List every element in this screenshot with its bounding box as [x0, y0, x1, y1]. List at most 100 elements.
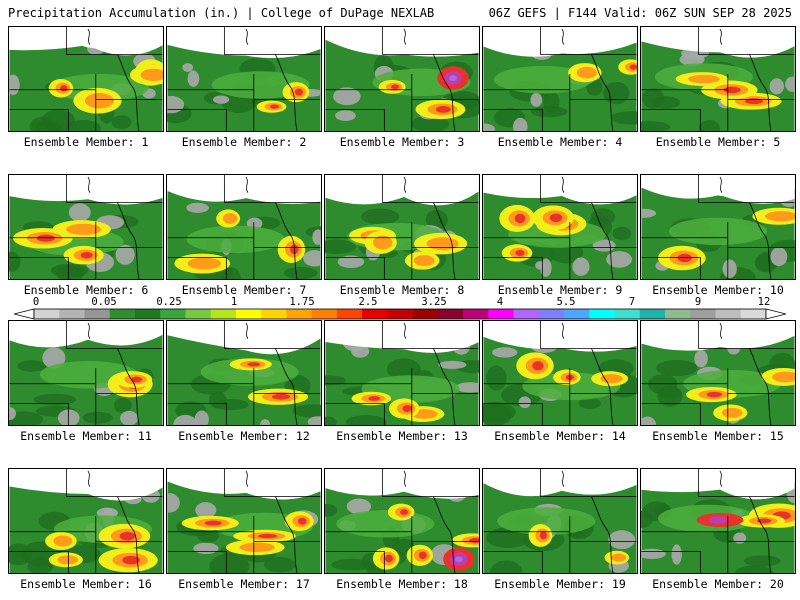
ensemble-member-panel: Ensemble Member: 5: [640, 26, 796, 149]
colorbar-scale: [14, 308, 786, 320]
ensemble-member-label: Ensemble Member: 10: [652, 283, 784, 297]
model-run-info: 06Z GEFS | F144 Valid: 06Z SUN SEP 28 20…: [488, 6, 792, 20]
precipitation-map: [324, 174, 480, 280]
colorbar-tick-label: 2.5: [358, 296, 378, 308]
precipitation-map: [166, 174, 322, 280]
colorbar-tick-label: 1: [230, 296, 238, 308]
colorbar-swatch: [690, 309, 717, 319]
ensemble-member-label: Ensemble Member: 2: [181, 135, 307, 149]
ensemble-member-panel: Ensemble Member: 2: [166, 26, 322, 149]
colorbar-swatch: [59, 309, 85, 319]
colorbar-swatch: [437, 309, 464, 319]
ensemble-member-label: Ensemble Member: 14: [494, 429, 626, 443]
precipitation-map: [482, 174, 638, 280]
precipitation-map: [640, 26, 796, 132]
ensemble-member-panel: Ensemble Member: 12: [166, 320, 322, 443]
colorbar-tick-label: 9: [694, 296, 702, 308]
colorbar-swatch: [109, 309, 136, 319]
colorbar-swatch: [589, 309, 616, 319]
ensemble-member-label: Ensemble Member: 15: [652, 429, 784, 443]
colorbar-swatch: [362, 309, 388, 319]
precipitation-map: [166, 320, 322, 426]
colorbar-swatch: [639, 309, 666, 319]
precipitation-map: [166, 26, 322, 132]
ensemble-member-panel: Ensemble Member: 19: [482, 468, 638, 591]
ensemble-member-panel: Ensemble Member: 10: [640, 174, 796, 297]
ensemble-member-label: Ensemble Member: 19: [494, 577, 626, 591]
ensemble-member-label: Ensemble Member: 9: [497, 283, 623, 297]
colorbar-swatch: [235, 309, 262, 319]
colorbar-swatch: [84, 309, 111, 319]
ensemble-member-panel: Ensemble Member: 20: [640, 468, 796, 591]
colorbar-swatch: [614, 309, 641, 319]
precipitation-map: [640, 174, 796, 280]
ensemble-member-label: Ensemble Member: 17: [178, 577, 310, 591]
precipitation-map: [640, 468, 796, 574]
colorbar-swatch: [286, 309, 313, 319]
colorbar-swatch: [538, 309, 565, 319]
colorbar-swatch: [740, 309, 767, 319]
colorbar-swatch: [463, 309, 489, 319]
colorbar-swatch: [412, 309, 439, 319]
colorbar-tick-label: 5.5: [556, 296, 576, 308]
precipitation-map: [324, 320, 480, 426]
colorbar-swatch: [513, 309, 540, 319]
precipitation-map: [166, 468, 322, 574]
ensemble-member-label: Ensemble Member: 16: [20, 577, 152, 591]
ensemble-member-label: Ensemble Member: 13: [336, 429, 468, 443]
colorbar-swatch: [564, 309, 590, 319]
precipitation-map: [640, 320, 796, 426]
precipitation-map: [482, 26, 638, 132]
precipitation-map: [8, 174, 164, 280]
precipitation-map: [8, 26, 164, 132]
colorbar-tick-label: 1.75: [289, 296, 315, 308]
colorbar-swatch: [387, 309, 414, 319]
colorbar-swatch: [134, 309, 161, 319]
precipitation-map: [482, 468, 638, 574]
colorbar-right-arrow: [765, 308, 786, 320]
ensemble-member-panel: Ensemble Member: 9: [482, 174, 638, 297]
precipitation-colorbar: 0 0.05 0.25 1 1.75 2.5 3.25 4 5.5 7 9 12: [14, 296, 786, 320]
precipitation-map: [482, 320, 638, 426]
ensemble-member-panel: Ensemble Member: 8: [324, 174, 480, 297]
ensemble-member-label: Ensemble Member: 8: [339, 283, 465, 297]
colorbar-left-arrow: [14, 308, 35, 320]
ensemble-member-panel: Ensemble Member: 18: [324, 468, 480, 591]
ensemble-member-label: Ensemble Member: 4: [497, 135, 623, 149]
ensemble-member-label: Ensemble Member: 11: [20, 429, 152, 443]
ensemble-member-panel: Ensemble Member: 13: [324, 320, 480, 443]
colorbar-tick-label: 7: [628, 296, 636, 308]
colorbar-swatch: [185, 309, 212, 319]
colorbar-swatch: [665, 309, 691, 319]
ensemble-member-label: Ensemble Member: 3: [339, 135, 465, 149]
colorbar-swatch: [715, 309, 742, 319]
ensemble-member-panel: Ensemble Member: 15: [640, 320, 796, 443]
precipitation-map: [324, 26, 480, 132]
colorbar-tick-label: 4: [496, 296, 504, 308]
colorbar-swatch: [34, 309, 60, 319]
colorbar-tick-label: 0: [32, 296, 40, 308]
map-title: Precipitation Accumulation (in.) | Colle…: [8, 6, 435, 20]
precipitation-map: [8, 320, 164, 426]
colorbar-swatch: [261, 309, 287, 319]
ensemble-member-label: Ensemble Member: 20: [652, 577, 784, 591]
ensemble-member-panel: Ensemble Member: 3: [324, 26, 480, 149]
ensemble-member-panel: Ensemble Member: 1: [8, 26, 164, 149]
precipitation-map: [324, 468, 480, 574]
precipitation-map: [8, 468, 164, 574]
ensemble-member-panel: Ensemble Member: 4: [482, 26, 638, 149]
colorbar-swatch: [488, 309, 515, 319]
ensemble-member-panel: Ensemble Member: 7: [166, 174, 322, 297]
colorbar-swatch: [210, 309, 237, 319]
ensemble-member-label: Ensemble Member: 18: [336, 577, 468, 591]
ensemble-member-label: Ensemble Member: 12: [178, 429, 310, 443]
ensemble-member-panel: Ensemble Member: 17: [166, 468, 322, 591]
colorbar-tick-label: 3.25: [421, 296, 447, 308]
ensemble-member-panel: Ensemble Member: 16: [8, 468, 164, 591]
ensemble-member-panel: Ensemble Member: 14: [482, 320, 638, 443]
ensemble-member-label: Ensemble Member: 1: [23, 135, 149, 149]
colorbar-tick-label: 12: [757, 296, 771, 308]
colorbar-labels: 0 0.05 0.25 1 1.75 2.5 3.25 4 5.5 7 9 12: [14, 296, 786, 308]
ensemble-member-panel: Ensemble Member: 6: [8, 174, 164, 297]
colorbar-swatch: [336, 309, 363, 319]
